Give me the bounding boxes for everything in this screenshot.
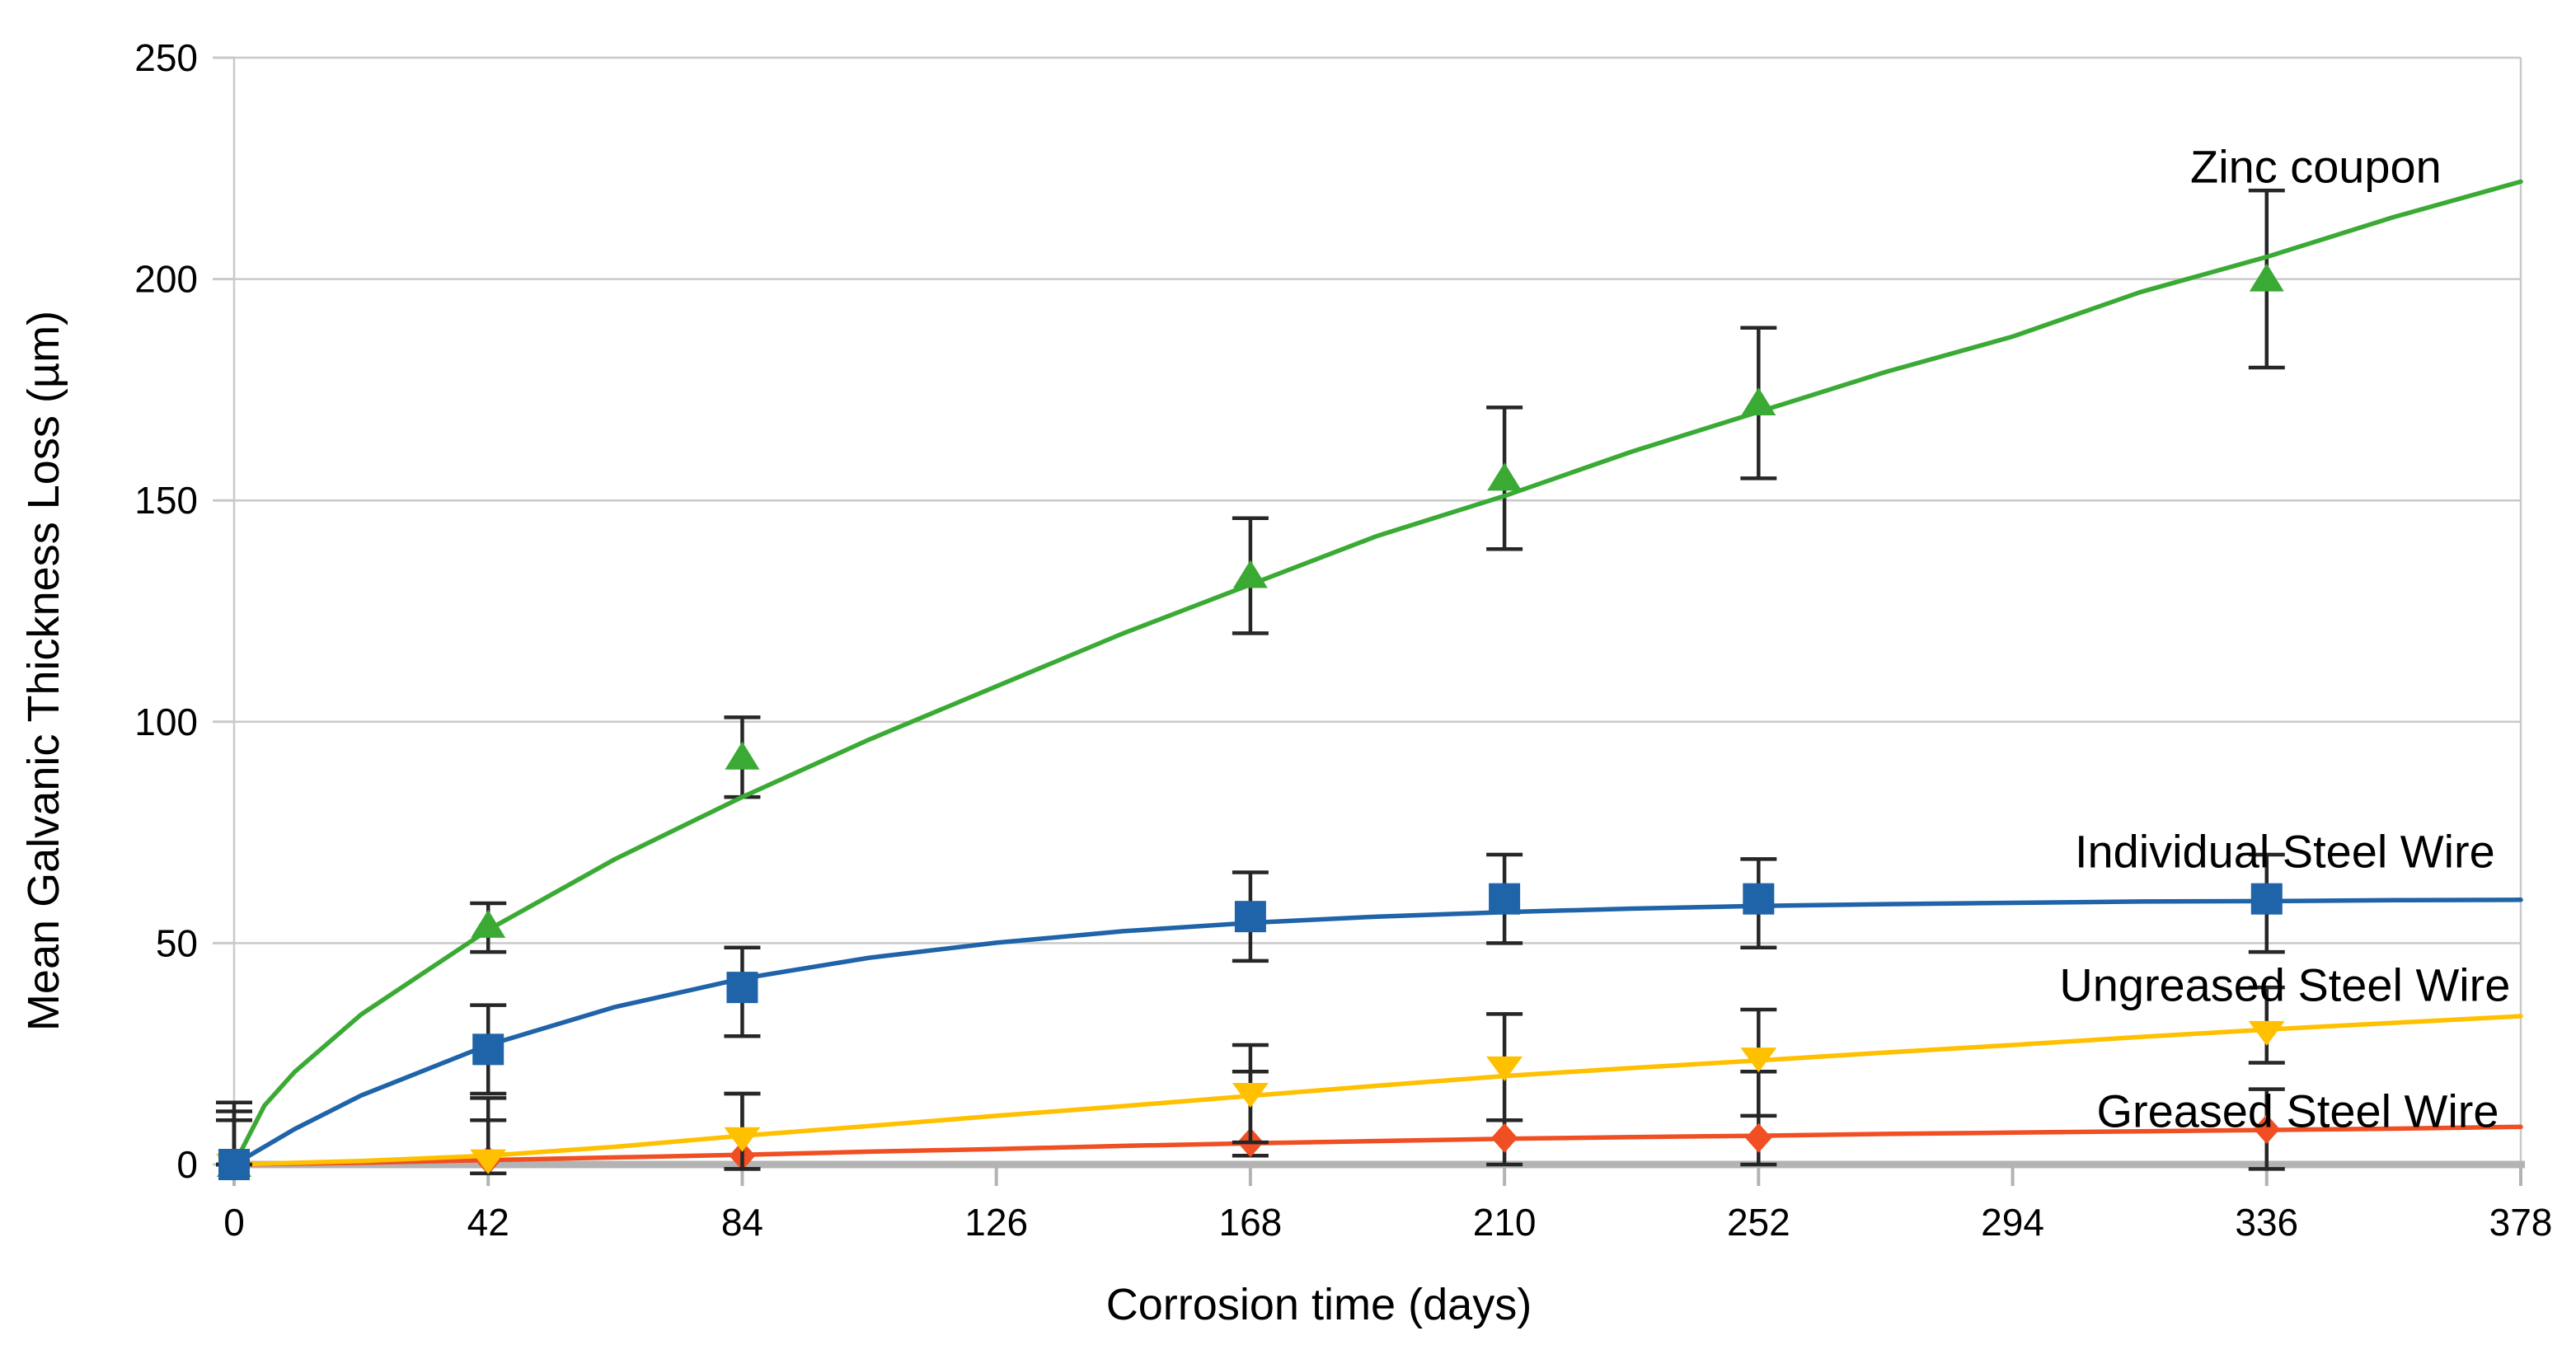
y-tick-label: 200 [134,258,198,301]
x-axis-title: Corrosion time (days) [1105,1280,1532,1330]
y-tick-label: 50 [156,921,198,964]
triangle-up-marker [725,741,760,770]
series-label-ungreased-steel-wire: Ungreased Steel Wire [2059,958,2511,1011]
gridlines [232,56,2522,1165]
series-label-greased-steel-wire: Greased Steel Wire [2096,1085,2499,1137]
x-tick-label: 294 [1981,1201,2044,1244]
y-tick-label: 0 [176,1143,198,1186]
series-label-zinc-coupon: Zinc coupon [2190,140,2442,193]
x-tick-label: 252 [1727,1201,1790,1244]
greased-steel-wire-trend-line [232,1124,2523,1167]
y-tick-label: 150 [134,479,198,522]
square-marker [726,972,758,1004]
triangle-up-marker [1741,387,1776,416]
y-tick-label: 250 [134,36,198,79]
x-tick-label: 126 [964,1201,1028,1244]
series-ungreased-steel-wire [216,985,2523,1179]
square-marker [1743,883,1775,915]
triangle-up-marker [1487,462,1523,491]
triangle-down-marker [1740,1047,1777,1073]
zinc-coupon-markers [217,263,2284,1177]
axes [213,56,2525,1186]
triangle-down-marker [1232,1083,1269,1108]
square-marker [472,1033,504,1066]
triangle-up-marker [471,909,506,938]
x-tick-label: 84 [721,1201,763,1244]
x-tick-label: 378 [2489,1201,2553,1244]
y-tick-label: 100 [134,701,198,743]
individual-steel-wire-markers [218,883,2283,1180]
triangle-down-marker [2248,1020,2285,1046]
x-tick-label: 210 [1473,1201,1537,1244]
triangle-up-marker [2249,263,2284,292]
triangle-up-marker [1232,560,1268,588]
individual-steel-wire-trend-line [232,897,2523,1167]
series-zinc-coupon [217,179,2523,1177]
ungreased-steel-wire-trend-line [232,1014,2523,1167]
x-tick-label: 42 [467,1201,509,1244]
triangle-down-marker [470,1149,507,1174]
diamond-marker [1491,1122,1518,1153]
square-marker [1489,883,1521,915]
square-marker [2250,883,2283,915]
triangle-down-marker [724,1127,761,1152]
zinc-coupon-error-bars [470,188,2285,954]
series-individual-steel-wire [216,852,2523,1180]
x-tick-label: 168 [1219,1201,1283,1244]
triangle-down-marker [1486,1056,1523,1081]
tick-labels: 0 50 100 150 200 250 0 42 84 126 168 210 252 294 336 37… [134,36,2552,1244]
diamond-marker [1745,1122,1772,1153]
x-tick-label: 0 [223,1201,245,1244]
diamond-marker [2253,1114,2280,1145]
series-label-individual-steel-wire: Individual Steel Wire [2075,825,2495,878]
series-greased-steel-wire [216,1069,2523,1179]
square-marker [1234,901,1266,933]
x-tick-label: 336 [2235,1201,2298,1244]
square-marker [218,1149,250,1180]
y-axis-title: Mean Galvanic Thickness Loss (µm) [19,311,69,1032]
